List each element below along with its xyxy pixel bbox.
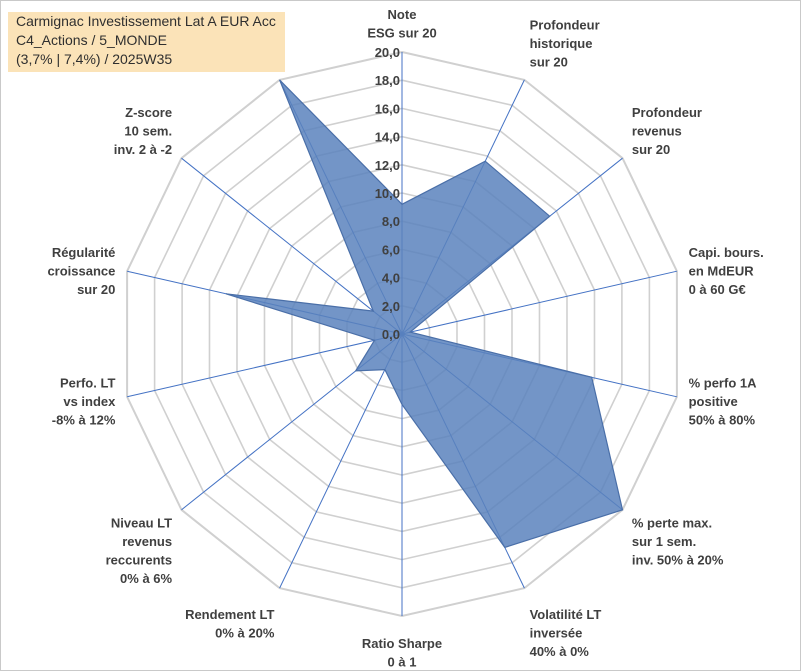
axis-label-line: % perte max. bbox=[632, 515, 712, 530]
axis-label-line: sur 1 sem. bbox=[632, 534, 696, 549]
tick-label: 2,0 bbox=[382, 299, 400, 314]
tick-label: 8,0 bbox=[382, 214, 400, 229]
axis-spoke bbox=[126, 333, 403, 398]
axis-label-line: 0 à 60 G€ bbox=[689, 282, 746, 297]
axis-label: Perfo. LT vs index -8% à 12% bbox=[52, 376, 116, 428]
axis-label-line: sur 20 bbox=[530, 55, 568, 70]
axis-label-line: Niveau LT bbox=[111, 515, 172, 530]
tick-label: 0,0 bbox=[382, 327, 400, 342]
axis-label-line: Z-score bbox=[125, 105, 172, 120]
axis-label-line: -8% à 12% bbox=[52, 413, 116, 428]
axis-label-line: croissance bbox=[47, 263, 115, 278]
axis-spoke bbox=[401, 270, 678, 335]
axis-label-line: revenus bbox=[632, 124, 682, 139]
axis-label-line: inv. 50% à 20% bbox=[632, 552, 724, 567]
axis-label: Volatilité LT inversée 40% à 0% bbox=[530, 607, 602, 659]
axis-label-line: Profondeur bbox=[530, 18, 600, 33]
axis-label-line: 0% à 6% bbox=[120, 571, 172, 586]
axis-label-line: Ratio Sharpe bbox=[362, 636, 442, 651]
axis-label-line: sur 20 bbox=[77, 282, 115, 297]
tick-label: 12,0 bbox=[375, 158, 400, 173]
radar-series bbox=[225, 79, 624, 549]
tick-label: 20,0 bbox=[375, 45, 400, 60]
tick-label: 14,0 bbox=[375, 130, 400, 145]
axis-label-line: % perfo 1A bbox=[689, 376, 758, 391]
chart-subtitle-stats: (3,7% | 7,4%) / 2025W35 bbox=[16, 51, 173, 67]
axis-label: Profondeur revenus sur 20 bbox=[632, 105, 702, 157]
tick-label: 16,0 bbox=[375, 101, 400, 116]
series-area bbox=[225, 79, 624, 549]
axis-label-line: 0 à 1 bbox=[388, 655, 417, 670]
axis-label-line: 40% à 0% bbox=[530, 644, 590, 659]
axis-label: Z-score 10 sem. inv. 2 à -2 bbox=[114, 105, 172, 157]
chart-title-box: Carmignac Investissement Lat A EUR Acc C… bbox=[8, 12, 285, 72]
axis-label: Niveau LT revenus reccurents 0% à 6% bbox=[106, 515, 173, 586]
axis-label-line: 50% à 80% bbox=[689, 413, 756, 428]
chart-title: Carmignac Investissement Lat A EUR Acc bbox=[16, 13, 276, 29]
axis-label-line: revenus bbox=[122, 534, 172, 549]
axis-label-line: 0% à 20% bbox=[215, 625, 275, 640]
axis-label: % perte max. sur 1 sem. inv. 50% à 20% bbox=[632, 515, 724, 567]
axis-label-line: Régularité bbox=[52, 245, 116, 260]
axis-label-line: inv. 2 à -2 bbox=[114, 142, 172, 157]
axis-label-line: Perfo. LT bbox=[60, 376, 115, 391]
axis-label-line: inversée bbox=[530, 625, 583, 640]
axis-label-line: historique bbox=[530, 36, 593, 51]
axis-label-line: ESG sur 20 bbox=[367, 26, 436, 41]
axis-label: Ratio Sharpe 0 à 1 bbox=[362, 636, 442, 670]
radar-tick-labels: 0,0 2,0 4,0 6,0 8,0 10,0 12,0 14,0 16,0 18,0 20,0 bbox=[375, 45, 400, 342]
axis-label: Régularité croissance sur 20 bbox=[47, 245, 115, 297]
tick-label: 10,0 bbox=[375, 186, 400, 201]
axis-spoke bbox=[279, 333, 403, 589]
tick-label: 6,0 bbox=[382, 242, 400, 257]
axis-label: Profondeur historique sur 20 bbox=[530, 18, 600, 70]
axis-label-line: Note bbox=[388, 7, 417, 22]
axis-label-line: 10 sem. bbox=[124, 124, 172, 139]
axis-label-line: en MdEUR bbox=[689, 263, 755, 278]
axis-label: Rendement LT 0% à 20% bbox=[185, 607, 275, 641]
axis-label-line: Capi. bours. bbox=[689, 245, 764, 260]
axis-label-line: positive bbox=[689, 394, 738, 409]
tick-label: 18,0 bbox=[375, 73, 400, 88]
axis-label-line: sur 20 bbox=[632, 142, 670, 157]
chart-subtitle-category: C4_Actions / 5_MONDE bbox=[16, 32, 167, 48]
tick-label: 4,0 bbox=[382, 271, 400, 286]
axis-label-line: Volatilité LT bbox=[530, 607, 602, 622]
axis-label-line: vs index bbox=[63, 394, 116, 409]
axis-label-line: Rendement LT bbox=[185, 607, 274, 622]
axis-label: Note ESG sur 20 bbox=[367, 7, 436, 41]
axis-label: Capi. bours. en MdEUR 0 à 60 G€ bbox=[689, 245, 764, 297]
axis-label: % perfo 1A positive 50% à 80% bbox=[689, 376, 758, 428]
axis-label-line: Profondeur bbox=[632, 105, 702, 120]
axis-spoke bbox=[181, 157, 403, 335]
radar-axis-labels: Note ESG sur 20 Profondeur historique sur 20… bbox=[47, 7, 763, 670]
axis-label-line: reccurents bbox=[106, 552, 172, 567]
